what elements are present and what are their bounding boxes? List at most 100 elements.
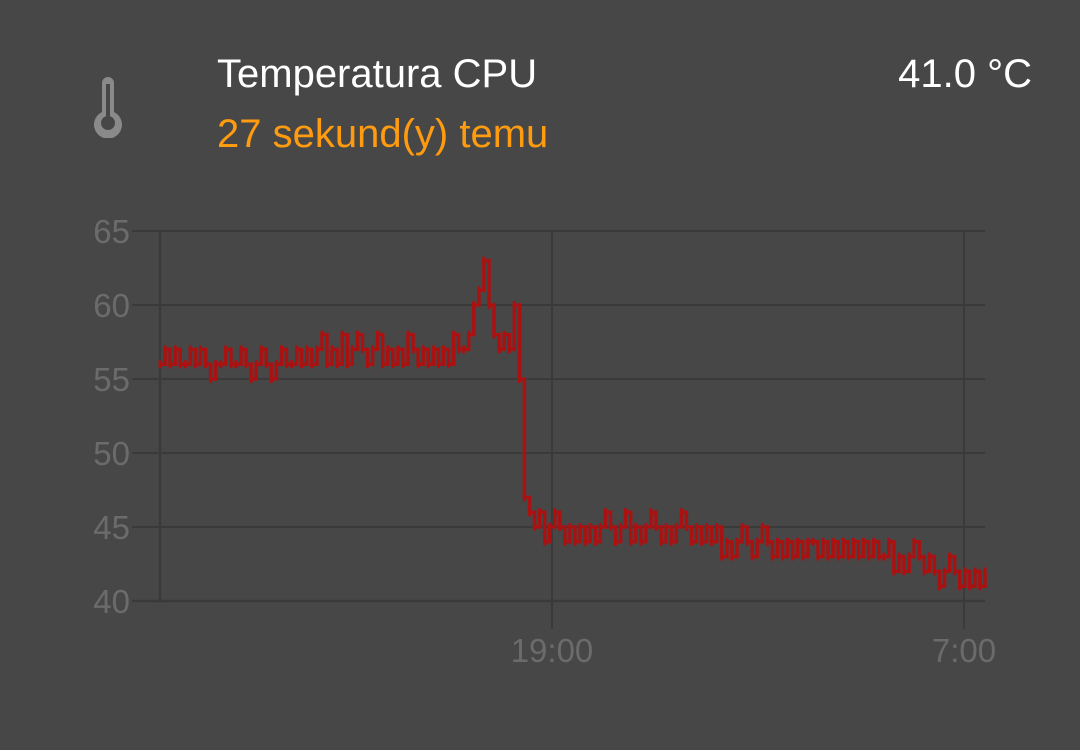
data-point (467, 330, 471, 339)
data-point (887, 537, 891, 546)
data-point (846, 552, 850, 561)
data-point (219, 360, 223, 369)
data-point (593, 537, 597, 546)
data-point (917, 552, 921, 561)
data-point (573, 537, 577, 546)
data-point (548, 523, 552, 531)
data-point (603, 508, 607, 517)
data-point (948, 552, 952, 561)
data-point (872, 537, 876, 546)
data-point (533, 523, 536, 531)
data-point (290, 360, 294, 369)
y-tick-label: 55 (93, 361, 130, 398)
data-point (355, 330, 359, 339)
data-point (902, 567, 906, 576)
y-tick-label: 50 (93, 435, 130, 472)
data-point (907, 552, 911, 561)
data-point (922, 567, 926, 576)
data-point (320, 330, 324, 339)
data-point (472, 301, 476, 309)
data-point (786, 537, 790, 546)
data-point (199, 345, 202, 354)
data-point (700, 537, 704, 546)
data-point (644, 523, 648, 531)
data-point (963, 567, 967, 576)
data-point (163, 345, 167, 354)
data-point (882, 552, 886, 561)
data-point (528, 508, 531, 517)
data-point (806, 537, 810, 546)
data-point (877, 552, 881, 561)
data-point (609, 523, 612, 531)
data-point (730, 552, 734, 561)
data-point (760, 523, 764, 531)
sensor-title: Temperatura CPU (217, 52, 538, 96)
data-point (816, 552, 820, 561)
data-point (912, 537, 916, 546)
data-point (710, 537, 714, 546)
data-point (978, 582, 982, 591)
data-point (411, 345, 415, 354)
data-point (841, 537, 845, 546)
data-point (629, 537, 633, 546)
data-point (791, 552, 795, 561)
data-point (371, 345, 375, 354)
data-point (335, 360, 339, 369)
data-point (502, 330, 506, 339)
data-point (264, 360, 268, 369)
data-point (431, 345, 435, 354)
data-point (300, 360, 304, 369)
data-point (705, 523, 709, 531)
data-point (209, 375, 213, 383)
data-point (462, 345, 466, 354)
data-point (325, 360, 329, 369)
data-point (366, 360, 369, 369)
data-point (568, 523, 572, 531)
data-point (927, 552, 931, 561)
data-point (862, 537, 865, 546)
data-point (953, 567, 957, 576)
data-point (932, 567, 936, 576)
data-point (538, 508, 542, 517)
data-point (173, 345, 177, 354)
data-point (239, 345, 243, 354)
data-point (801, 552, 805, 561)
data-point (447, 360, 450, 369)
data-point (892, 567, 896, 576)
data-point (457, 345, 461, 354)
data-point (851, 537, 855, 546)
data-point (178, 360, 182, 369)
data-point (234, 360, 238, 369)
data-point (755, 537, 759, 546)
data-point (426, 360, 430, 369)
data-point (416, 360, 420, 369)
x-tick-label: 7:00 (932, 632, 996, 669)
last-updated-label: 27 sekund(y) temu (217, 112, 549, 156)
data-point (770, 552, 774, 561)
data-point (669, 537, 673, 546)
series-line (160, 258, 987, 588)
data-point (867, 552, 871, 561)
data-point (396, 345, 400, 354)
data-point (224, 345, 228, 354)
data-point (229, 360, 233, 369)
data-point (664, 523, 668, 531)
data-point (391, 360, 395, 369)
data-point (811, 537, 815, 546)
data-point (776, 537, 779, 546)
data-point (295, 345, 299, 354)
data-point (340, 330, 344, 339)
data-point (310, 360, 314, 369)
data-point (639, 537, 643, 546)
data-point (619, 523, 623, 531)
data-point (765, 537, 769, 546)
data-point (193, 360, 197, 369)
data-point (558, 523, 562, 531)
data-point (487, 301, 491, 309)
data-point (679, 508, 683, 517)
data-point (725, 537, 729, 546)
y-tick-label: 60 (93, 287, 130, 324)
data-point (588, 523, 592, 531)
